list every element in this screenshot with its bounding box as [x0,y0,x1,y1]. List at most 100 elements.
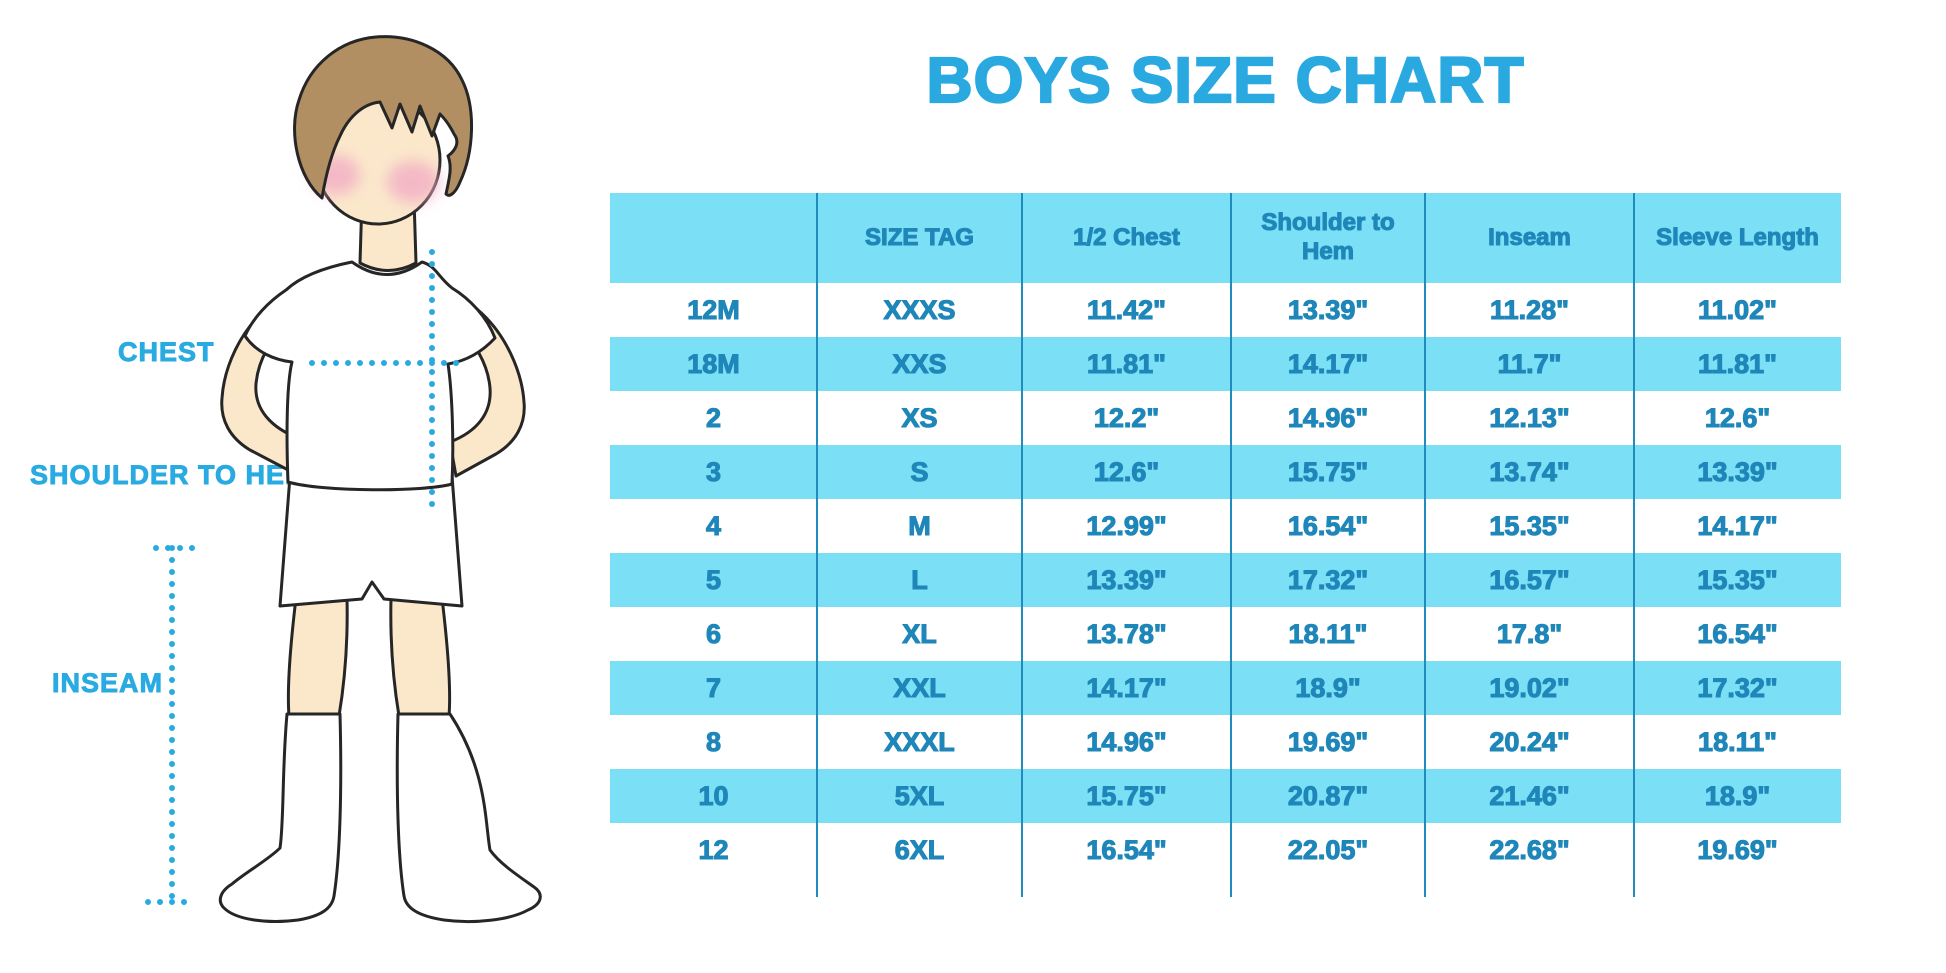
table-row: 5 L 13.39" 17.32" 16.57" 15.35" [610,553,1841,607]
half-chest-cell: 13.39" [1086,564,1167,595]
left-arm [220,306,300,474]
table-row: 7 XXL 14.17" 18.9" 19.02" 17.32" [610,661,1841,715]
half-chest-cell: 11.42" [1086,294,1166,325]
table-row: 10 5XL 15.75" 20.87" 21.46" 18.9" [610,769,1841,823]
shoulder-to-hem-cell: 18.9" [1295,672,1361,703]
header-size [610,193,817,283]
shoulder-to-hem-cell: 22.05" [1287,834,1369,865]
inseam-cell: 19.02" [1489,672,1570,703]
sleeve-length-cell: 15.35" [1697,564,1778,595]
shoulder-to-hem-cell: 14.96" [1287,402,1369,433]
shorts [278,474,464,608]
column-divider [1633,193,1635,897]
sleeve-length-cell: 17.32" [1697,672,1778,703]
sleeve-length-cell: 18.9" [1704,780,1771,811]
half-chest-cell: 12.99" [1086,510,1167,541]
header-size-tag: SIZE TAG [817,193,1022,283]
shoulder-to-hem-cell: 19.69" [1287,726,1369,757]
size-label-cell: 18M [687,348,741,379]
right-arm [448,308,526,478]
size-table-header: SIZE TAG 1/2 Chest Shoulder to Hem Insea… [610,193,1841,283]
header-sleeve-length: Sleeve Length [1634,193,1841,283]
shoulder-to-hem-cell: 15.75" [1287,456,1369,487]
right-sock [395,712,542,923]
inseam-cell: 17.8" [1496,618,1563,649]
size-tag-cell: S [910,456,929,487]
inseam-cell: 20.24" [1489,726,1570,757]
header-inseam: Inseam [1425,193,1634,283]
sleeve-length-cell: 12.6" [1704,402,1771,433]
shoulder-to-hem-label: SHOULDER TO HEM [30,460,309,491]
column-divider [816,193,818,897]
size-label-cell: 3 [705,456,722,487]
half-chest-cell: 12.2" [1093,402,1160,433]
table-row: 6 XL 13.78" 18.11" 17.8" 16.54" [610,607,1841,661]
chest-label: CHEST [118,337,215,368]
size-label-cell: 5 [705,564,722,595]
size-tag-cell: M [908,510,932,541]
size-label-cell: 4 [705,510,722,541]
inseam-cell: 16.57" [1489,564,1570,595]
inseam-cell: 13.74" [1489,456,1570,487]
size-table: SIZE TAG 1/2 Chest Shoulder to Hem Insea… [610,193,1841,877]
table-row: 2 XS 12.2" 14.96" 12.13" 12.6" [610,391,1841,445]
size-table-body: 12M XXXS 11.42" 13.39" 11.28" 11.02" 18M… [610,283,1841,877]
left-leg [286,596,349,718]
header-shoulder-to-hem: Shoulder to Hem [1231,193,1425,283]
size-tag-cell: XS [901,402,938,433]
shoulder-to-hem-cell: 20.87" [1287,780,1369,811]
size-tag-cell: XXS [892,348,947,379]
boy-measurement-illustration [145,35,542,923]
right-cheek [387,161,439,203]
size-label-cell: 12 [698,834,729,865]
column-divider [1424,193,1426,897]
table-row: 8 XXXL 14.96" 19.69" 20.24" 18.11" [610,715,1841,769]
half-chest-cell: 14.17" [1086,672,1167,703]
size-tag-cell: XXL [893,672,947,703]
half-chest-cell: 13.78" [1086,618,1167,649]
sleeve-length-cell: 11.81" [1697,348,1777,379]
size-label-cell: 6 [705,618,722,649]
table-row: 3 S 12.6" 15.75" 13.74" 13.39" [610,445,1841,499]
hair [293,35,474,200]
size-tag-cell: 5XL [894,780,945,811]
size-tag-cell: L [911,564,929,595]
table-row: 12M XXXS 11.42" 13.39" 11.28" 11.02" [610,283,1841,337]
column-divider [1021,193,1023,897]
sleeve-length-cell: 14.17" [1697,510,1778,541]
page-title: BOYS SIZE CHART [925,44,1525,116]
left-sock [218,712,343,923]
sleeve-length-cell: 11.02" [1697,294,1777,325]
half-chest-cell: 15.75" [1086,780,1167,811]
header-row: SIZE TAG 1/2 Chest Shoulder to Hem Insea… [610,193,1841,283]
size-label-cell: 8 [705,726,722,757]
sleeve-length-cell: 19.69" [1697,834,1778,865]
inseam-cell: 11.7" [1497,348,1562,379]
size-tag-cell: XXXS [883,294,956,325]
table-row: 18M XXS 11.81" 14.17" 11.7" 11.81" [610,337,1841,391]
shoulder-to-hem-cell: 17.32" [1287,564,1369,595]
inseam-cell: 12.13" [1489,402,1570,433]
inseam-cell: 11.28" [1489,294,1569,325]
size-tag-cell: XXXL [884,726,956,757]
column-divider [1230,193,1232,897]
size-label-cell: 7 [705,672,722,703]
inseam-cell: 21.46" [1489,780,1570,811]
inseam-label: INSEAM [52,668,164,699]
inseam-cell: 15.35" [1489,510,1570,541]
shoulder-to-hem-cell: 16.54" [1287,510,1369,541]
shoulder-to-hem-cell: 18.11" [1288,618,1368,649]
size-tag-cell: XL [902,618,938,649]
right-leg [389,596,452,718]
shoulder-to-hem-cell: 14.17" [1287,348,1369,379]
table-row: 4 M 12.99" 16.54" 15.35" 14.17" [610,499,1841,553]
half-chest-cell: 11.81" [1086,348,1166,379]
size-label-cell: 2 [705,402,722,433]
half-chest-cell: 16.54" [1086,834,1167,865]
half-chest-cell: 12.6" [1093,456,1160,487]
size-tag-cell: 6XL [894,834,945,865]
table-row: 12 6XL 16.54" 22.05" 22.68" 19.69" [610,823,1841,877]
size-label-cell: 10 [698,780,729,811]
sleeve-length-cell: 18.11" [1697,726,1777,757]
